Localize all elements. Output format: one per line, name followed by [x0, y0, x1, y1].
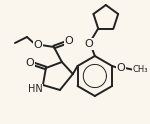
- Text: O: O: [34, 40, 42, 50]
- Text: O: O: [64, 36, 73, 46]
- Text: O: O: [84, 39, 93, 49]
- Text: CH₃: CH₃: [132, 65, 148, 75]
- Text: O: O: [26, 58, 34, 68]
- Text: HN: HN: [28, 84, 42, 94]
- Text: O: O: [117, 63, 126, 73]
